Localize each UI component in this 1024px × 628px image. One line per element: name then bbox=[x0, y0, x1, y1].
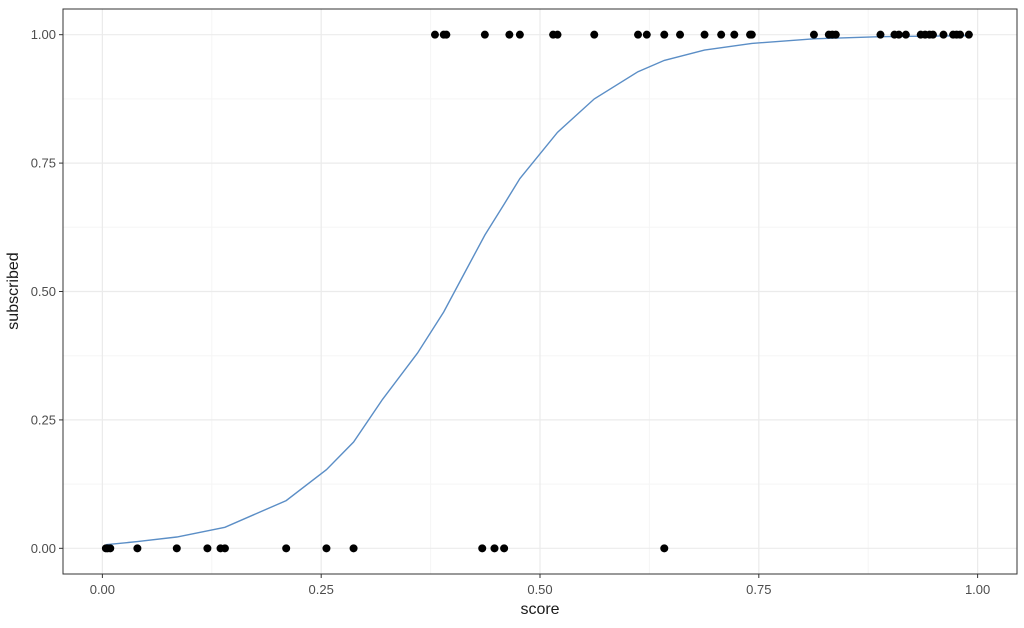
data-point bbox=[220, 544, 229, 553]
data-point bbox=[956, 30, 965, 39]
data-point bbox=[939, 30, 948, 39]
data-point bbox=[700, 30, 709, 39]
data-point bbox=[660, 544, 669, 553]
data-point bbox=[203, 544, 212, 553]
y-tick-label: 0.00 bbox=[31, 541, 56, 556]
y-tick-label: 0.75 bbox=[31, 156, 56, 171]
data-point bbox=[172, 544, 181, 553]
data-point bbox=[876, 30, 885, 39]
x-axis: 0.00 0.25 0.50 0.75 1.00 bbox=[90, 574, 990, 597]
data-point bbox=[349, 544, 358, 553]
data-point bbox=[747, 30, 756, 39]
data-point bbox=[505, 30, 514, 39]
data-point bbox=[676, 30, 685, 39]
data-point bbox=[634, 30, 643, 39]
data-point bbox=[964, 30, 973, 39]
data-point bbox=[442, 30, 451, 39]
data-point bbox=[730, 30, 739, 39]
data-point bbox=[894, 30, 903, 39]
x-tick-label: 0.00 bbox=[90, 582, 115, 597]
data-point bbox=[642, 30, 651, 39]
data-point bbox=[901, 30, 910, 39]
y-tick-label: 1.00 bbox=[31, 27, 56, 42]
x-tick-label: 0.75 bbox=[746, 582, 771, 597]
data-point bbox=[490, 544, 499, 553]
x-tick-label: 0.50 bbox=[527, 582, 552, 597]
data-points-layer bbox=[101, 30, 973, 553]
data-point bbox=[480, 30, 489, 39]
data-point bbox=[322, 544, 331, 553]
fit-curve-line bbox=[105, 35, 969, 546]
x-tick-label: 0.25 bbox=[309, 582, 334, 597]
data-point bbox=[717, 30, 726, 39]
data-point bbox=[831, 30, 840, 39]
data-point bbox=[106, 544, 115, 553]
data-point bbox=[553, 30, 562, 39]
data-point bbox=[809, 30, 818, 39]
major-gridlines bbox=[63, 9, 1017, 574]
data-point bbox=[928, 30, 937, 39]
x-tick-label: 1.00 bbox=[965, 582, 990, 597]
data-point bbox=[282, 544, 291, 553]
data-point bbox=[430, 30, 439, 39]
data-point bbox=[478, 544, 487, 553]
data-point bbox=[133, 544, 142, 553]
data-point bbox=[515, 30, 524, 39]
data-point bbox=[660, 30, 669, 39]
x-axis-title: score bbox=[520, 601, 559, 618]
y-axis-title: subscribed bbox=[5, 252, 22, 329]
y-tick-label: 0.25 bbox=[31, 412, 56, 427]
data-point bbox=[500, 544, 509, 553]
fit-curve-layer bbox=[105, 35, 969, 546]
y-axis: 0.00 0.25 0.50 0.75 1.00 bbox=[31, 27, 63, 556]
data-point bbox=[590, 30, 599, 39]
y-tick-label: 0.50 bbox=[31, 284, 56, 299]
